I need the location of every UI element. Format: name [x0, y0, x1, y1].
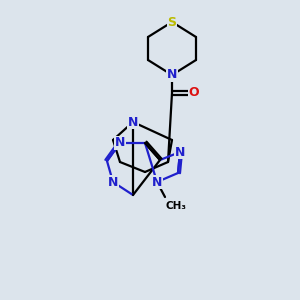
Text: O: O — [189, 86, 199, 100]
Text: N: N — [152, 176, 162, 188]
Text: CH₃: CH₃ — [165, 201, 186, 211]
Text: N: N — [115, 136, 125, 149]
Text: N: N — [108, 176, 118, 188]
Text: N: N — [175, 146, 185, 158]
Text: N: N — [167, 68, 177, 82]
Text: N: N — [128, 116, 138, 128]
Text: S: S — [167, 16, 176, 28]
